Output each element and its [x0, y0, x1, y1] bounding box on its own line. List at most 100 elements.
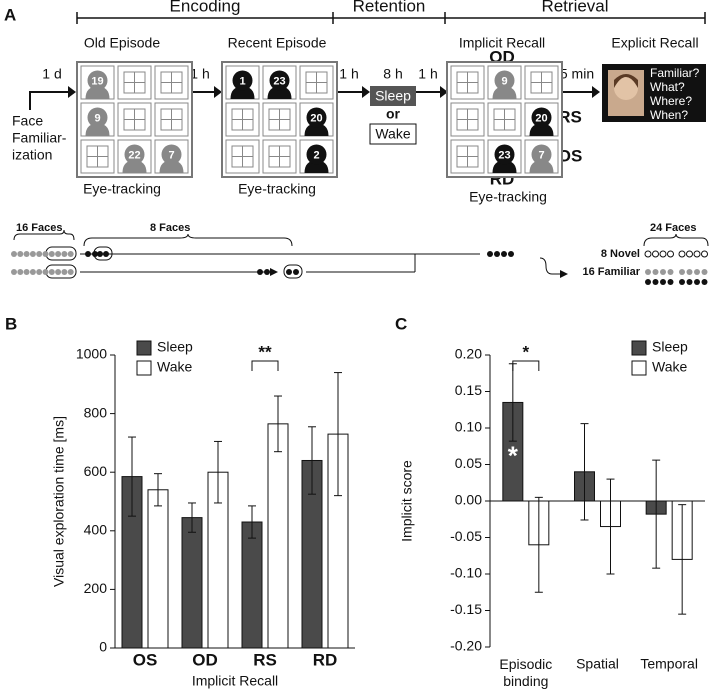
y-tick-label: -0.10 — [450, 565, 482, 581]
dot — [686, 279, 693, 285]
delay: 1 h — [339, 66, 358, 82]
significance: * — [508, 441, 519, 471]
panel-label: A — [4, 5, 16, 24]
dot — [660, 279, 666, 285]
dot — [17, 251, 24, 257]
y-tick-label: 1000 — [76, 346, 107, 362]
question: Familiar? — [650, 66, 700, 80]
delay: 8 h — [383, 66, 402, 82]
dot — [103, 251, 109, 257]
face-icon — [529, 160, 554, 173]
x-tick-label: RD — [313, 650, 338, 669]
bar — [147, 489, 169, 649]
face-icon — [267, 86, 292, 99]
x-tick-label: OS — [133, 650, 158, 669]
dot — [701, 279, 708, 285]
dot — [679, 269, 685, 275]
dot — [11, 269, 17, 275]
dot — [679, 279, 685, 285]
x-tick-label: Temporal — [640, 656, 698, 672]
x-tick-label: Episodic binding — [499, 656, 552, 689]
face-icon — [122, 160, 147, 173]
y-tick-label: 0 — [99, 639, 107, 655]
y-axis-label: Visual exploration time [ms] — [51, 416, 67, 587]
stage: Implicit Recall — [459, 35, 545, 51]
bar — [241, 521, 263, 649]
legend-swatch — [631, 360, 647, 376]
familiarization: Familiar- — [12, 130, 67, 146]
phase: Encoding — [170, 0, 241, 15]
dot — [693, 250, 701, 258]
y-tick-label: 600 — [84, 463, 108, 479]
dot — [652, 279, 659, 285]
test-group: 16 Familiar — [583, 266, 641, 278]
dot — [61, 269, 68, 275]
dot — [293, 269, 299, 275]
dot — [23, 269, 30, 275]
dot — [645, 279, 651, 285]
question: When? — [650, 108, 688, 122]
dot — [701, 269, 708, 275]
dot — [645, 269, 651, 275]
face-number: 20 — [310, 112, 322, 124]
x-tick-label: Spatial — [576, 656, 619, 672]
eye-tracking: Eye-tracking — [469, 189, 547, 205]
y-tick-label: 0.10 — [455, 419, 482, 435]
question: Where? — [650, 94, 692, 108]
dot — [61, 251, 68, 257]
condition: Sleep — [375, 88, 411, 104]
wake-box — [369, 123, 417, 145]
dot — [67, 251, 74, 257]
x-axis-label: Implicit Recall — [192, 673, 278, 689]
delay: 1 d — [42, 66, 61, 82]
dot — [48, 269, 55, 275]
dot — [17, 269, 24, 275]
dot — [487, 251, 493, 257]
face-number: 22 — [128, 149, 140, 161]
y-axis-label: Implicit score — [399, 460, 415, 542]
dot — [667, 269, 674, 275]
significance: ** — [258, 342, 272, 361]
y-tick-label: 200 — [84, 580, 108, 596]
delay: 1 h — [418, 66, 437, 82]
face-icon — [87, 107, 108, 128]
y-tick-label: 400 — [84, 522, 108, 538]
dot — [652, 269, 659, 275]
condition: Wake — [375, 126, 410, 142]
familiarization: ization — [12, 147, 52, 163]
legend-label: Wake — [652, 359, 687, 375]
face-icon — [85, 86, 110, 99]
face-number: 7 — [538, 149, 544, 161]
bar — [181, 517, 203, 649]
face-icon — [124, 144, 145, 165]
stage: Recent Episode — [228, 35, 327, 51]
dot — [36, 269, 43, 275]
y-tick-label: -0.15 — [450, 601, 482, 617]
legend-label: Sleep — [157, 339, 193, 355]
dot — [264, 269, 270, 275]
probe-label: RS — [558, 107, 582, 126]
dot — [667, 279, 674, 285]
dot — [42, 269, 49, 275]
legend-label: Sleep — [652, 339, 688, 355]
dot — [286, 269, 292, 275]
y-tick-label: 0.00 — [455, 492, 482, 508]
dot — [55, 251, 62, 257]
face-icon — [161, 144, 182, 165]
dot — [97, 251, 103, 257]
x-tick-label: RS — [253, 650, 277, 669]
face-number: 20 — [535, 112, 547, 124]
probe-label: OS — [558, 146, 583, 165]
legend-swatch — [136, 360, 152, 376]
face-icon — [232, 70, 253, 91]
face-icon — [85, 123, 110, 136]
dot — [85, 251, 91, 257]
face-number: 9 — [501, 75, 507, 87]
face-icon — [492, 160, 517, 173]
face-icon — [531, 107, 552, 128]
face-icon — [304, 123, 329, 136]
dot — [644, 250, 652, 258]
dot — [48, 251, 55, 257]
significance-bracket — [251, 360, 279, 371]
hair — [614, 74, 638, 88]
